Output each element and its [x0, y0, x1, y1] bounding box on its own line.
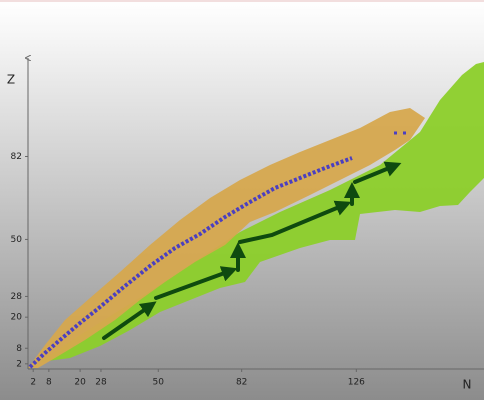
y-tick-label: 82	[11, 152, 22, 162]
x-tick-label: 20	[74, 378, 86, 388]
path-arrow	[353, 161, 402, 184]
x-tick-label: 8	[46, 378, 52, 388]
path-arrow	[238, 200, 352, 244]
x-tick-label: 28	[95, 378, 107, 388]
y-tick-label: 20	[11, 313, 23, 323]
path-arrow	[154, 266, 238, 300]
y-tick-label: 2	[16, 359, 22, 369]
y-axis-label: Z	[7, 73, 15, 87]
y-tick-label: 28	[11, 292, 23, 302]
top-edge	[0, 0, 484, 2]
x-axis-label: N	[463, 378, 472, 392]
orange-region	[28, 108, 425, 368]
x-tick-label: 82	[236, 378, 247, 388]
x-tick-label: 2	[30, 378, 36, 388]
x-tick-label: 50	[153, 378, 165, 388]
stability-line	[28, 156, 353, 369]
process-path	[102, 161, 402, 340]
x-tick-label: 126	[348, 378, 365, 388]
y-tick-label: 50	[11, 235, 23, 245]
y-tick-label: 8	[16, 344, 22, 354]
path-arrow	[102, 301, 157, 340]
